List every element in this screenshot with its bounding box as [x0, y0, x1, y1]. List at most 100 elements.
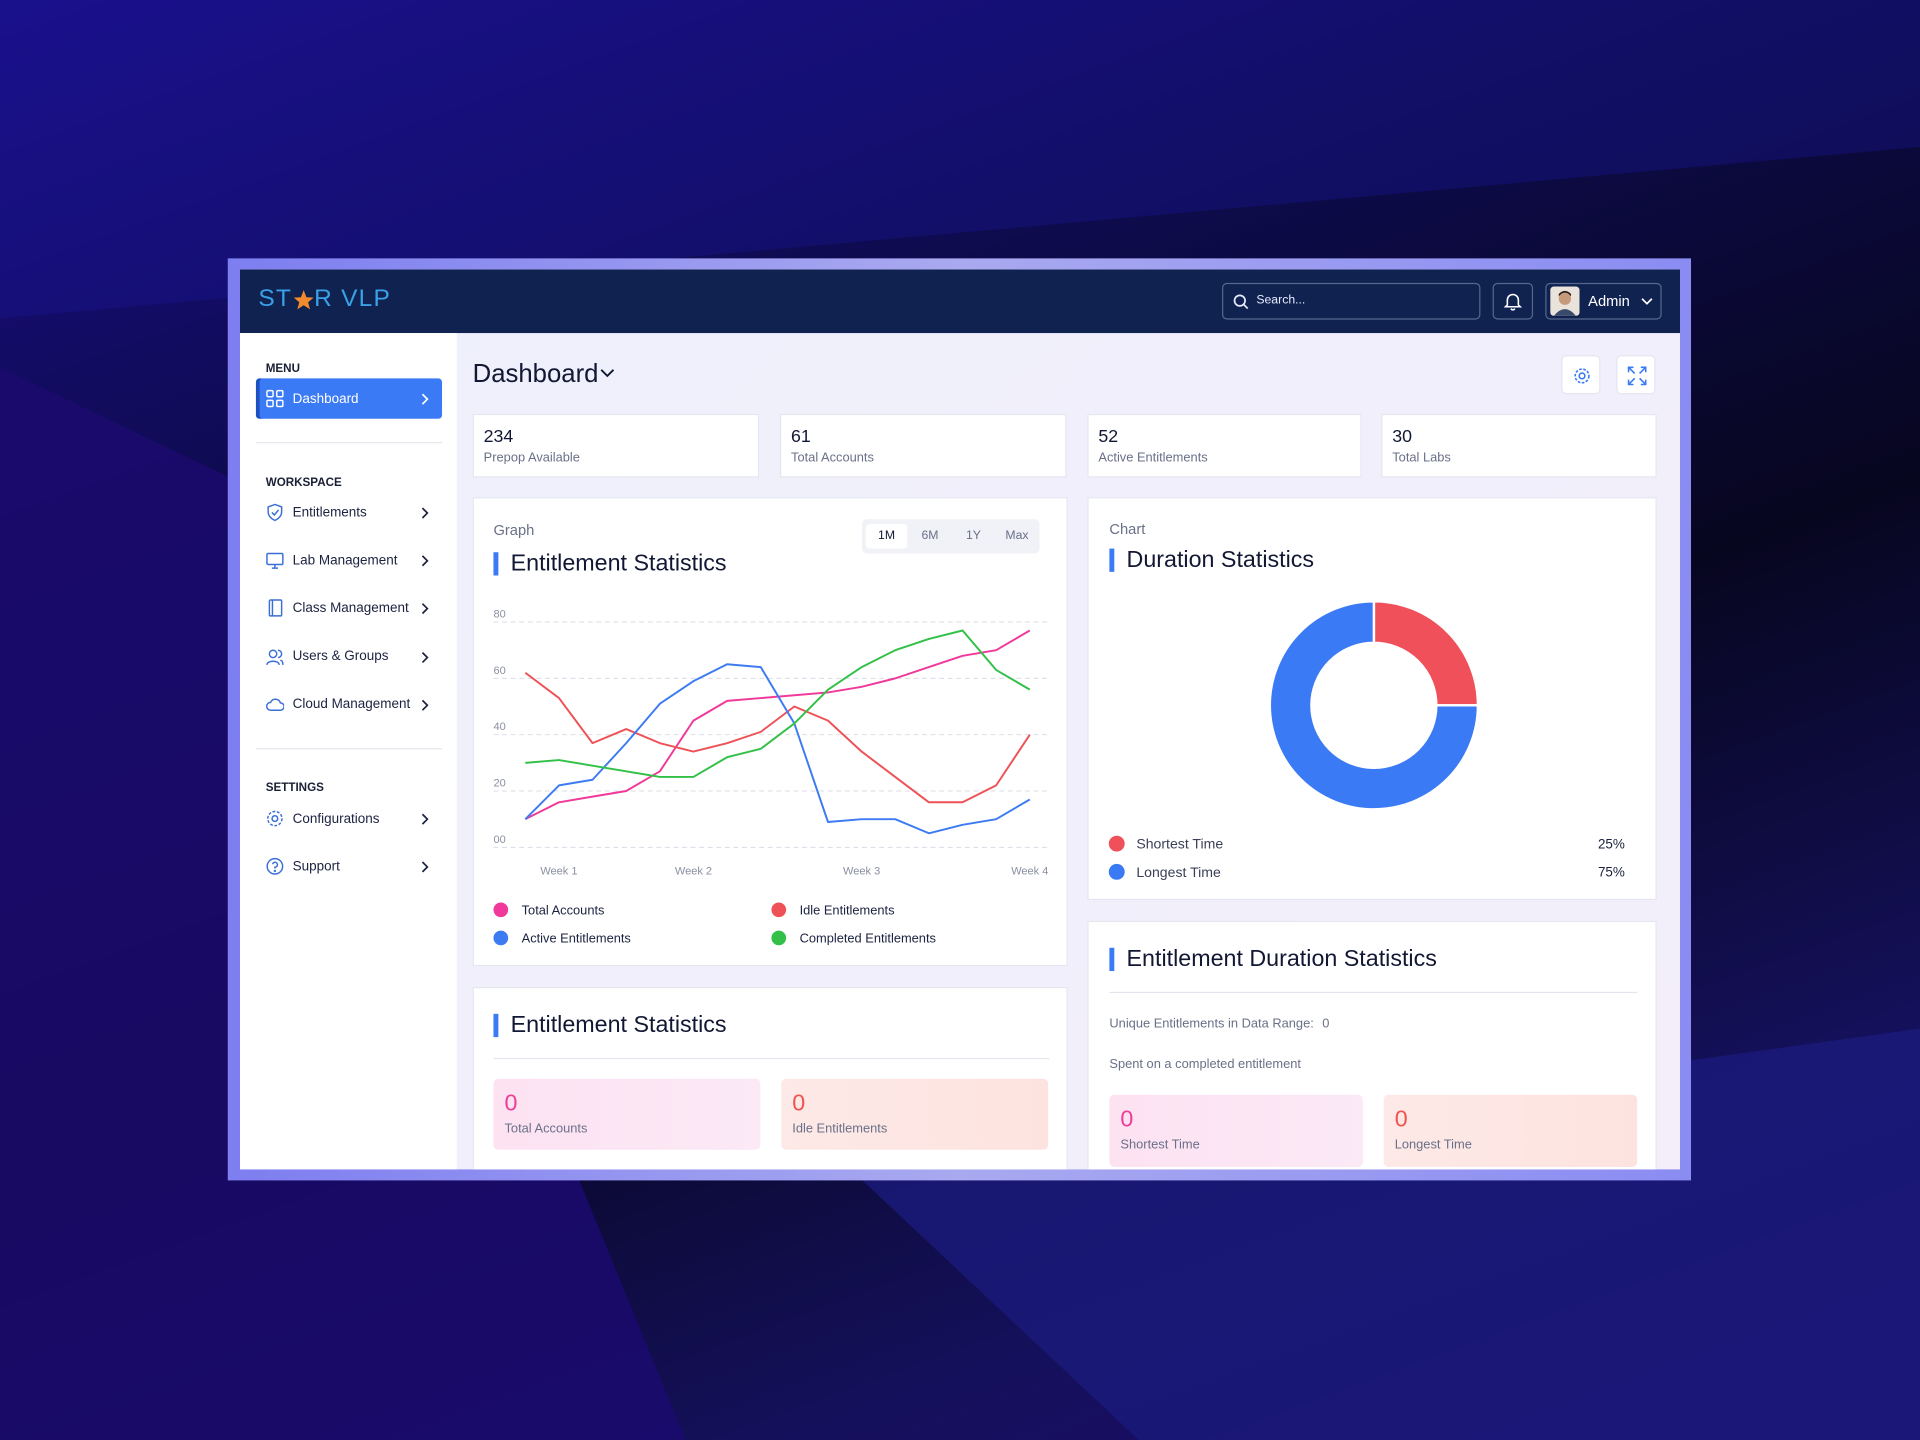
nav-item[interactable]: Dashboard	[255, 378, 443, 419]
x-tick-label: Week 1	[540, 866, 577, 878]
search-box[interactable]: Search...	[1222, 282, 1481, 320]
stat-card: 30 Total Labs	[1381, 413, 1657, 478]
tile-label: Total Accounts	[504, 1121, 588, 1137]
range-tab[interactable]: Max	[1005, 528, 1029, 543]
nav-label: Class Management	[292, 601, 409, 616]
expand-icon	[1627, 366, 1647, 386]
stat-label: Prepop Available	[483, 450, 580, 466]
settings-button[interactable]	[1561, 355, 1601, 395]
nav-item[interactable]: Class Management	[256, 588, 442, 628]
stat-value: 234	[483, 427, 514, 447]
logo: ST R VLP	[258, 285, 391, 313]
nav-item[interactable]: Users & Groups	[256, 636, 442, 676]
nav-label: Cloud Management	[292, 697, 411, 712]
chevron-right	[421, 861, 429, 873]
nav-icon	[266, 552, 284, 570]
nav-icon	[266, 857, 284, 875]
card-eyebrow: Graph	[493, 521, 535, 539]
app-window: ST R VLP Search... Admin MENU Dashboard	[240, 269, 1680, 1170]
frame: ST R VLP Search... Admin MENU Dashboard	[227, 258, 1692, 1181]
stat-value: 52	[1098, 427, 1119, 447]
user-menu[interactable]: Admin	[1545, 282, 1662, 320]
y-tick-label: 00	[493, 834, 505, 846]
title-chevron	[600, 369, 615, 378]
stat-label: Total Accounts	[791, 450, 874, 466]
nav-icon	[266, 648, 284, 665]
nav-label: Dashboard	[292, 391, 359, 406]
top-bar: ST R VLP Search... Admin	[240, 269, 1680, 334]
legend-dot	[493, 902, 509, 918]
chevron-path	[421, 555, 429, 567]
nav-label: Support	[292, 858, 340, 874]
section-title: WORKSPACE	[265, 476, 342, 490]
legend-dot	[1108, 835, 1125, 852]
summary-tile: 0 Longest Time	[1383, 1094, 1638, 1167]
chevron-path	[421, 603, 429, 615]
card-title: Entitlement Statistics	[493, 552, 727, 576]
stat-card: 52 Active Entitlements	[1087, 413, 1362, 478]
bell-icon	[1503, 293, 1523, 311]
nav-label: Users & Groups	[292, 649, 389, 664]
section-title: MENU	[265, 362, 300, 376]
nav-icon	[267, 810, 283, 827]
legend-label: Total Accounts	[522, 902, 605, 917]
x-tick-label: Week 3	[843, 866, 880, 878]
series-line	[524, 663, 1031, 835]
logo-end: R VLP	[314, 285, 392, 313]
donut-chart: Shortest Time 25% Longest Time 75%	[1108, 599, 1625, 880]
chevron-path	[421, 861, 429, 873]
nav-item[interactable]: Entitlements	[256, 492, 442, 532]
tile-value: 0	[1394, 1106, 1408, 1133]
chevron-right	[421, 393, 429, 405]
x-tick-label: Week 2	[675, 866, 712, 878]
summary-tile: 0 Idle Entitlements	[781, 1078, 1049, 1150]
nav-item[interactable]: Support	[256, 846, 442, 886]
gear-icon	[1574, 368, 1590, 384]
spent-label: Spent on a completed entitlement	[1109, 1056, 1301, 1072]
nav-item[interactable]: Configurations	[256, 798, 442, 838]
page-title[interactable]: Dashboard	[472, 360, 599, 389]
stat-value: 30	[1392, 427, 1413, 447]
unique-row: Unique Entitlements in Data Range: 0	[1109, 1016, 1329, 1031]
series-line	[525, 629, 1031, 778]
nav-label: Lab Management	[292, 553, 398, 568]
divider	[255, 748, 443, 750]
y-tick-label: 20	[493, 778, 505, 790]
search-placeholder: Search...	[1256, 293, 1306, 308]
range-tab[interactable]: 6M	[921, 528, 939, 543]
avatar	[1550, 286, 1580, 316]
chevron-path	[421, 813, 429, 825]
legend-label: Longest Time	[1136, 864, 1221, 880]
unique-label: Unique Entitlements in Data Range:	[1109, 1016, 1314, 1032]
user-name: Admin	[1588, 292, 1630, 310]
chart-card: Chart Duration Statistics Shortest Time 2…	[1087, 497, 1657, 900]
tile-label: Idle Entitlements	[792, 1121, 888, 1137]
chevron-path	[421, 699, 429, 711]
legend-dot	[771, 930, 787, 946]
legend-dot	[771, 902, 787, 918]
fullscreen-button[interactable]	[1616, 355, 1656, 395]
legend-label: Shortest Time	[1136, 836, 1223, 852]
tile-label: Shortest Time	[1120, 1137, 1200, 1153]
nav-item[interactable]: Cloud Management	[256, 684, 442, 724]
range-tab[interactable]: 1Y	[965, 528, 981, 543]
y-tick-label: 80	[493, 609, 505, 621]
chevron-right	[421, 699, 429, 711]
value-label: 25%	[1598, 836, 1625, 851]
x-tick-label: Week 4	[1011, 866, 1048, 878]
nav-label: Entitlements	[292, 505, 367, 520]
line-chart: 00 20 40 60 80 Week 1 Week 2 Week 3 Week 4 Total …	[493, 609, 1050, 946]
chevron-right	[421, 603, 429, 615]
nav-icon	[265, 698, 285, 711]
nav-item[interactable]: Lab Management	[256, 540, 442, 580]
range-tab[interactable]: 1M	[865, 524, 908, 549]
chevron-down	[1641, 298, 1653, 305]
divider	[1109, 991, 1638, 994]
tile-value: 0	[1120, 1106, 1134, 1133]
stat-card: 234 Prepop Available	[472, 413, 760, 478]
card-eyebrow: Chart	[1109, 520, 1146, 538]
legend-dot	[1108, 863, 1125, 880]
nav-icon	[266, 389, 284, 408]
notifications-button[interactable]	[1492, 282, 1534, 320]
section-title: SETTINGS	[265, 781, 324, 795]
